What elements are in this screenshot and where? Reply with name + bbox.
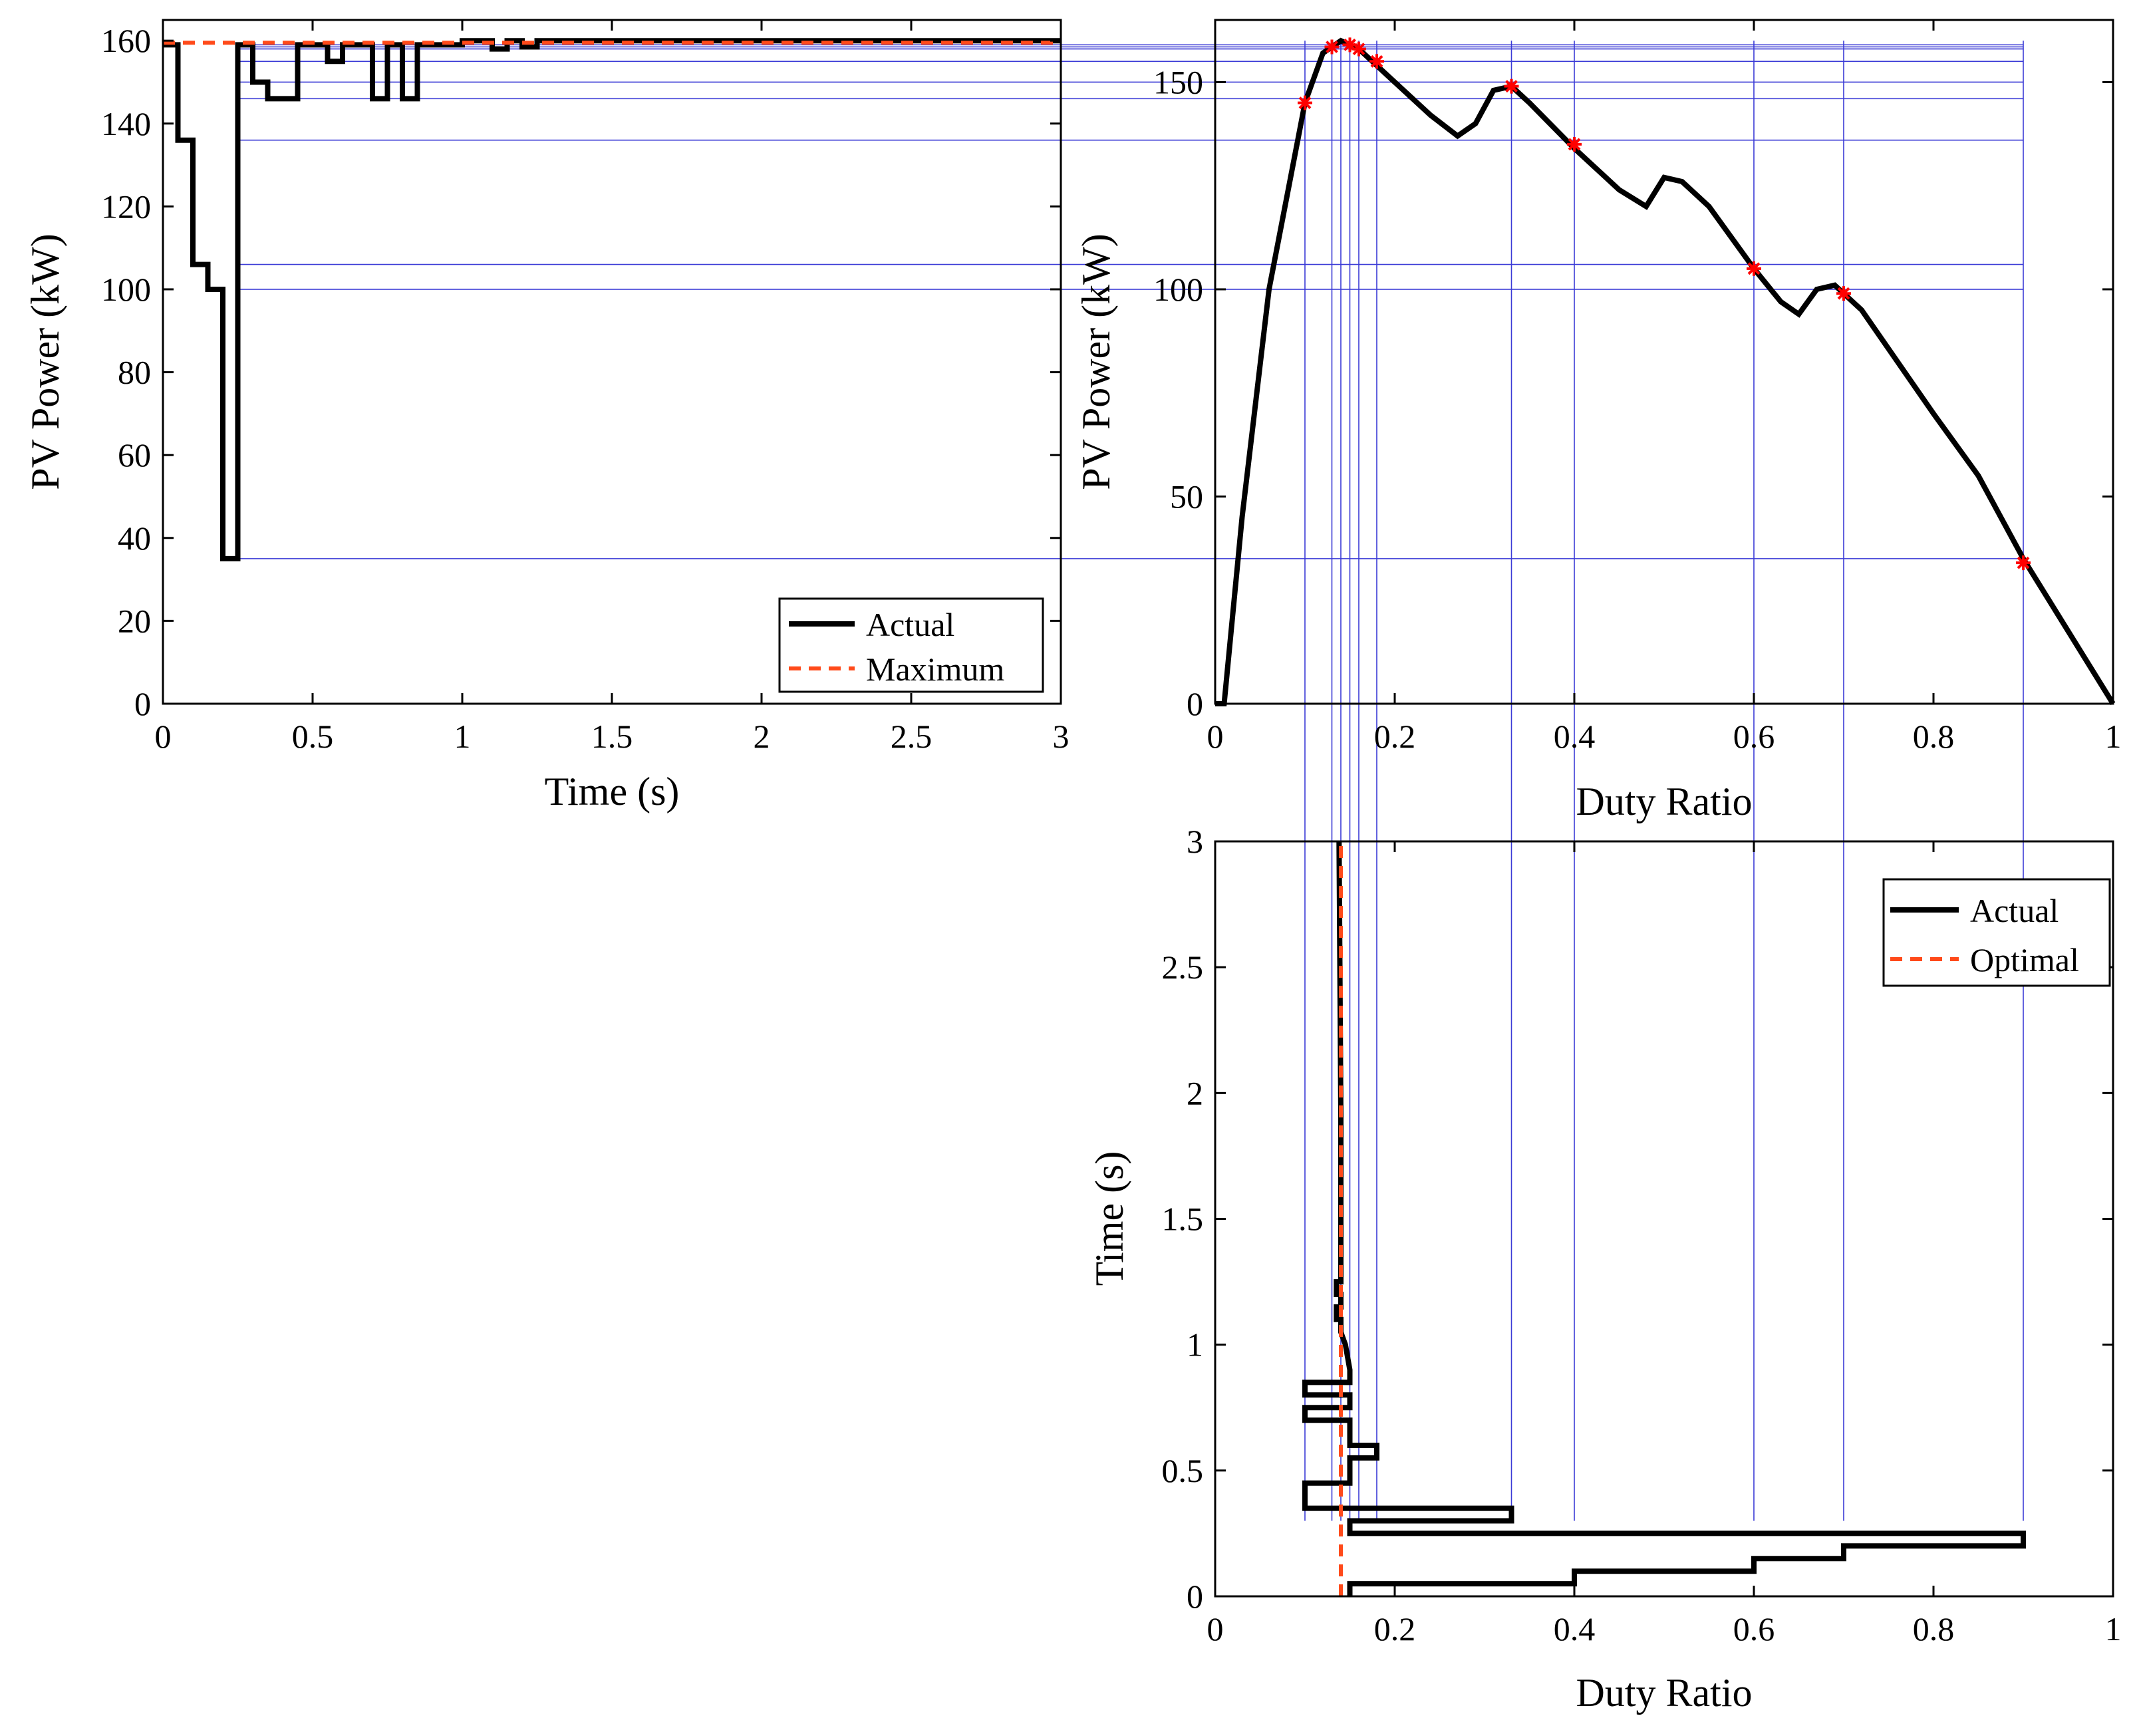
y-tick-label: 0.5 [1162, 1452, 1204, 1489]
operating-point-marker [1298, 95, 1312, 110]
x-tick-label: 3 [1053, 718, 1070, 755]
y-tick-label: 2.5 [1162, 948, 1204, 986]
y-tick-label: 0 [1187, 685, 1203, 722]
y-tick-label: 60 [118, 436, 151, 474]
panel-power-vs-time: 0 0.5 1 1.5 2 2.5 3 0 20 40 60 80 100 120 140 160 Time … [23, 19, 1070, 813]
operating-point-marker [1324, 39, 1340, 55]
operating-point-marker [1369, 54, 1384, 69]
y-tick-label: 100 [101, 271, 151, 308]
panel-time-vs-duty: 0 0.2 0.4 0.6 0.8 1 0 0.5 1 1.5 2 2.5 3 Duty Ratio T… [1087, 823, 2122, 1715]
x-tick-label: 2.5 [891, 718, 932, 755]
power-time-xlabel: Time (s) [545, 770, 680, 813]
x-tick-label: 1 [454, 718, 471, 755]
y-tick-label: 1 [1187, 1326, 1203, 1364]
x-tick-label: 0.6 [1733, 718, 1775, 755]
y-tick-label: 150 [1153, 63, 1203, 100]
x-tick-label: 0.4 [1554, 718, 1596, 755]
legend-actual-label-2: Actual [1970, 892, 2059, 929]
x-tick-label: 0.8 [1913, 1610, 1955, 1648]
y-tick-label: 80 [118, 354, 151, 391]
x-tick-label: 0 [1207, 718, 1224, 755]
series-actual [163, 38, 1061, 561]
time-duty-legend-box [1882, 878, 2111, 987]
power-time-ylabel: PV Power (kW) [23, 233, 67, 490]
y-tick-label: 140 [101, 105, 151, 142]
time-duty-legend: Actual Optimal [1882, 878, 2111, 987]
power-duty-axes-box [1214, 19, 2114, 705]
operating-point-marker [2016, 555, 2031, 571]
power-time-series [163, 38, 1061, 561]
legend-actual-label: Actual [866, 606, 954, 643]
operating-point-marker [1504, 78, 1519, 94]
power-time-legend: Actual Maximum [778, 597, 1044, 693]
series-actual [1302, 841, 2026, 1596]
x-tick-label: 0.2 [1374, 718, 1416, 755]
y-tick-label: 20 [118, 602, 151, 639]
power-time-ticks: 0 0.5 1 1.5 2 2.5 3 0 20 40 60 80 100 120 140 160 [101, 20, 1070, 755]
y-tick-label: 160 [101, 22, 151, 59]
x-tick-label: 1 [2105, 1610, 2122, 1648]
y-tick-label: 0 [134, 685, 151, 722]
y-tick-label: 50 [1170, 478, 1203, 515]
operating-point-marker [1747, 261, 1761, 276]
legend-optimal-label: Optimal [1970, 941, 2079, 978]
time-duty-ticks: 0 0.2 0.4 0.6 0.8 1 0 0.5 1 1.5 2 2.5 3 [1162, 823, 2122, 1648]
time-duty-ylabel: Time (s) [1087, 1151, 1131, 1286]
y-tick-label: 3 [1187, 823, 1203, 860]
time-duty-xlabel: Duty Ratio [1576, 1671, 1753, 1715]
guide-lines [237, 41, 2024, 1521]
x-tick-label: 2 [754, 718, 770, 755]
y-tick-label: 1.5 [1162, 1201, 1204, 1238]
power-duty-ticks: 0 0.2 0.4 0.6 0.8 1 0 50 100 150 [1153, 20, 2122, 755]
y-tick-label: 100 [1153, 271, 1203, 308]
y-tick-label: 2 [1187, 1074, 1203, 1111]
time-duty-series [1302, 841, 2026, 1596]
operating-point-marker [1352, 41, 1366, 57]
power-duty-xlabel: Duty Ratio [1576, 780, 1753, 823]
x-tick-label: 0.2 [1374, 1610, 1416, 1648]
power-time-legend-box [778, 597, 1044, 693]
y-tick-label: 40 [118, 519, 151, 557]
x-tick-label: 0 [155, 718, 172, 755]
legend-maximum-label: Maximum [866, 651, 1004, 688]
x-tick-label: 1 [2105, 718, 2122, 755]
x-tick-label: 0.6 [1733, 1610, 1775, 1648]
power-duty-series [1215, 37, 2116, 706]
power-duty-ylabel: PV Power (kW) [1074, 233, 1118, 490]
y-tick-label: 0 [1187, 1578, 1203, 1615]
x-tick-label: 0.4 [1554, 1610, 1596, 1648]
panel-power-vs-duty: 0 0.2 0.4 0.6 0.8 1 0 50 100 150 Duty Ratio PV Po… [1074, 19, 2122, 823]
operating-point-marker [1567, 136, 1582, 152]
y-tick-label: 120 [101, 188, 151, 225]
x-tick-label: 1.5 [591, 718, 633, 755]
x-tick-label: 0.8 [1913, 718, 1955, 755]
x-tick-label: 0.5 [292, 718, 334, 755]
x-tick-label: 0 [1207, 1610, 1224, 1648]
operating-point-marker [1836, 286, 1851, 301]
